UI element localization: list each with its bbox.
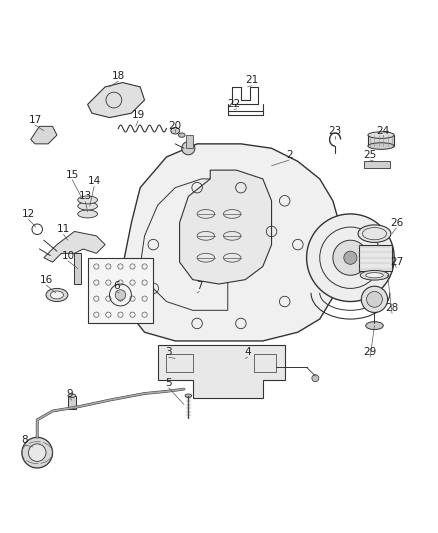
Ellipse shape <box>178 133 185 138</box>
Bar <box>359 245 392 271</box>
Ellipse shape <box>68 394 76 398</box>
Circle shape <box>367 292 382 307</box>
Bar <box>74 253 81 284</box>
Text: 24: 24 <box>377 126 390 136</box>
Polygon shape <box>158 345 285 398</box>
Text: 14: 14 <box>88 176 101 186</box>
Polygon shape <box>368 135 394 146</box>
Ellipse shape <box>366 273 383 278</box>
Circle shape <box>22 437 53 468</box>
Polygon shape <box>88 258 153 324</box>
Ellipse shape <box>368 132 394 139</box>
Text: 10: 10 <box>61 251 74 261</box>
Circle shape <box>307 214 394 302</box>
Text: 3: 3 <box>165 347 172 357</box>
Bar <box>186 135 193 148</box>
Polygon shape <box>123 144 342 341</box>
Ellipse shape <box>78 196 97 204</box>
Text: 8: 8 <box>21 434 28 445</box>
Text: 7: 7 <box>196 281 203 291</box>
Polygon shape <box>31 126 57 144</box>
Circle shape <box>182 142 195 155</box>
Text: 11: 11 <box>57 224 70 235</box>
Bar <box>364 161 390 168</box>
Ellipse shape <box>50 291 64 299</box>
Text: 19: 19 <box>131 110 145 120</box>
Ellipse shape <box>46 288 68 302</box>
Text: 2: 2 <box>286 150 293 160</box>
Text: 6: 6 <box>113 281 120 291</box>
Text: 15: 15 <box>66 169 79 180</box>
Text: 12: 12 <box>22 209 35 219</box>
Circle shape <box>115 290 126 300</box>
Text: 25: 25 <box>364 150 377 160</box>
Text: 20: 20 <box>169 122 182 131</box>
Circle shape <box>344 251 357 264</box>
Ellipse shape <box>185 394 192 398</box>
Text: 9: 9 <box>67 389 74 399</box>
Text: 29: 29 <box>364 347 377 357</box>
Text: 17: 17 <box>28 115 42 125</box>
Circle shape <box>312 375 319 382</box>
Bar <box>68 395 76 409</box>
Text: 27: 27 <box>390 257 403 267</box>
Circle shape <box>333 240 368 275</box>
Ellipse shape <box>360 270 389 280</box>
Ellipse shape <box>366 322 383 329</box>
Text: 18: 18 <box>112 71 125 81</box>
Bar <box>254 354 276 372</box>
Polygon shape <box>44 231 105 262</box>
Polygon shape <box>180 170 272 284</box>
Text: 16: 16 <box>39 274 53 285</box>
Ellipse shape <box>368 143 394 149</box>
Text: 26: 26 <box>390 217 403 228</box>
Ellipse shape <box>171 127 180 134</box>
Text: 21: 21 <box>245 75 258 85</box>
Circle shape <box>28 444 46 462</box>
Text: 4: 4 <box>244 347 251 357</box>
Polygon shape <box>88 83 145 118</box>
Bar <box>166 354 193 372</box>
Text: 28: 28 <box>385 303 399 313</box>
Text: 5: 5 <box>165 377 172 387</box>
Ellipse shape <box>78 202 97 210</box>
Circle shape <box>361 286 388 312</box>
Text: 22: 22 <box>228 100 241 109</box>
Text: 13: 13 <box>79 191 92 201</box>
Text: 23: 23 <box>328 126 342 136</box>
Ellipse shape <box>78 210 97 218</box>
Ellipse shape <box>358 225 391 243</box>
